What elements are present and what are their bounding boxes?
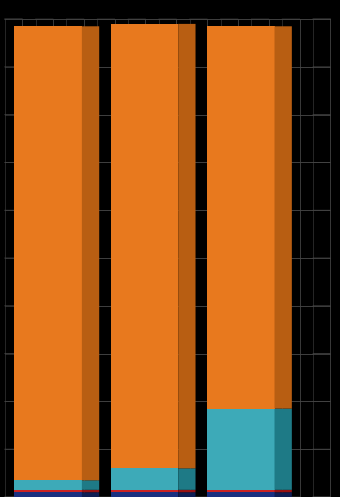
Polygon shape: [207, 492, 274, 497]
Polygon shape: [274, 26, 292, 409]
Polygon shape: [82, 490, 99, 492]
Polygon shape: [207, 409, 274, 490]
Polygon shape: [111, 492, 178, 497]
Polygon shape: [274, 492, 292, 497]
Polygon shape: [274, 409, 292, 490]
Polygon shape: [82, 26, 99, 480]
Polygon shape: [178, 24, 195, 468]
Polygon shape: [14, 492, 82, 497]
Polygon shape: [274, 490, 292, 492]
Polygon shape: [178, 492, 195, 497]
Polygon shape: [207, 490, 274, 492]
Polygon shape: [207, 26, 274, 409]
Polygon shape: [111, 490, 178, 492]
Polygon shape: [14, 26, 82, 480]
Polygon shape: [14, 490, 82, 492]
Polygon shape: [111, 468, 178, 490]
Polygon shape: [178, 468, 195, 490]
Polygon shape: [178, 490, 195, 492]
Polygon shape: [82, 492, 99, 497]
Polygon shape: [82, 480, 99, 490]
Polygon shape: [14, 480, 82, 490]
Polygon shape: [111, 24, 178, 468]
